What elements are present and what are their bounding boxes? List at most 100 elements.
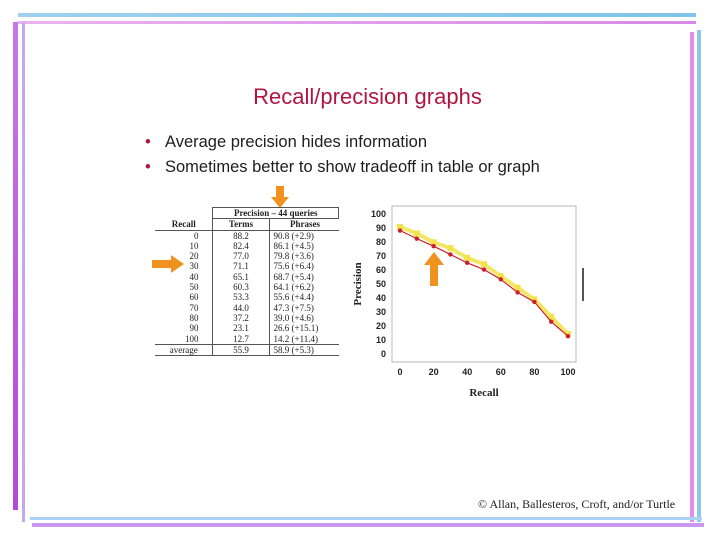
cell-recall: 40 [189, 271, 199, 282]
data-point [465, 260, 470, 266]
y-tick-label: 30 [376, 307, 386, 317]
table-right-arrow-icon [152, 255, 184, 273]
table-corner [155, 208, 213, 219]
y-tick-label: 40 [376, 293, 386, 303]
table-row: 80 37.2 39.0 (+4.6) [155, 312, 339, 324]
x-tick-label: 20 [429, 367, 439, 377]
table-row: 90 23.1 26.6 (+15.1) [155, 323, 339, 334]
cell-recall: 60 [189, 292, 199, 303]
y-tick-label: 60 [376, 265, 386, 275]
series-line [399, 229, 569, 337]
bullet-text: Sometimes better to show tradeoff in tab… [165, 158, 540, 176]
y-tick-label: 80 [376, 237, 386, 247]
average-label: average [155, 343, 213, 357]
cell-recall: 50 [189, 282, 199, 293]
data-point [531, 296, 538, 303]
table-row: 10 82.4 86.1 (+4.5) [155, 240, 339, 252]
cell-terms: 71.1 [212, 261, 269, 272]
cell-phrases: 68.7 (+5.4) [268, 271, 339, 283]
data-point [532, 299, 537, 305]
cell-phrases: 90.8 (+2.9) [268, 230, 339, 241]
bullet-list: • Average precision hides information • So… [145, 133, 540, 183]
y-tick-label: 100 [371, 209, 386, 219]
average-terms: 55.9 [212, 343, 269, 357]
cell-terms: 65.1 [212, 271, 269, 283]
table-row: 40 65.1 68.7 (+5.4) [155, 271, 339, 283]
y-tick-label: 90 [376, 223, 386, 233]
y-tick-label: 20 [376, 321, 386, 331]
cell-terms: 53.3 [212, 292, 269, 303]
right-decor-bar-pink [690, 32, 694, 522]
cell-terms: 12.7 [212, 333, 269, 345]
right-decor-bar-blue [697, 30, 701, 522]
y-tick-label: 10 [376, 335, 386, 345]
cell-phrases: 64.1 (+6.2) [268, 282, 339, 293]
bullet-dot-icon: • [145, 133, 151, 151]
data-point [397, 228, 403, 233]
table-row: 70 44.0 47.3 (+7.5) [155, 302, 339, 313]
data-point [447, 245, 454, 252]
bullet-text: Average precision hides information [165, 133, 428, 151]
cell-terms: 44.0 [212, 302, 269, 313]
cell-phrases: 47.3 (+7.5) [268, 302, 339, 313]
data-point [548, 313, 555, 320]
cell-recall: 100 [184, 333, 199, 344]
cell-recall: 20 [189, 251, 199, 262]
cell-terms: 88.2 [212, 230, 269, 241]
cell-phrases: 39.0 (+4.6) [268, 312, 339, 324]
col-header-phrases: Phrases [268, 218, 339, 231]
x-tick-label: 80 [529, 367, 539, 377]
cell-recall: 90 [189, 323, 199, 334]
cell-recall: 0 [193, 230, 199, 241]
data-point [549, 319, 554, 324]
data-point [498, 277, 503, 282]
data-point [414, 236, 419, 241]
data-point [497, 273, 504, 280]
table-row: 0 88.2 90.8 (+2.9) [155, 230, 339, 241]
data-point [464, 254, 471, 261]
plot-frame [391, 205, 577, 363]
top-decor-bar-pink [18, 21, 696, 24]
cell-phrases: 26.6 (+15.1) [268, 323, 339, 334]
data-point [448, 252, 453, 257]
table-group-header: Precision – 44 queries [212, 206, 339, 220]
cell-phrases: 79.8 (+3.6) [268, 251, 339, 262]
bullet-item: • Average precision hides information [145, 133, 540, 158]
left-decor-bar-lilac [22, 22, 25, 522]
bottom-decor-bar-purple [32, 523, 704, 527]
col-header-terms: Terms [212, 218, 269, 231]
cell-recall: 10 [189, 240, 199, 251]
vertical-rule [582, 268, 584, 301]
cell-phrases: 55.6 (+4.4) [268, 292, 339, 303]
bullet-item: • Sometimes better to show tradeoff in ta… [145, 158, 540, 183]
recall-precision-chart: 0 10 20 30 40 50 60 70 80 90 100 0 20 40 60 80 100 Recall… [352, 205, 577, 399]
cell-terms: 82.4 [212, 240, 269, 252]
data-point [481, 261, 487, 268]
data-point [413, 230, 420, 237]
y-tick-label: 0 [381, 349, 386, 359]
cell-phrases: 86.1 (+4.5) [268, 240, 339, 252]
slide-title: Recall/precision graphs [253, 84, 482, 109]
x-tick-label: 0 [397, 367, 402, 377]
x-tick-label: 40 [462, 367, 472, 377]
cell-phrases: 75.6 (+6.4) [268, 261, 339, 272]
cell-terms: 60.3 [212, 282, 269, 293]
data-point [565, 334, 571, 339]
x-axis-label: Recall [469, 387, 498, 399]
data-point [397, 223, 403, 230]
data-point [514, 284, 521, 291]
data-point [515, 290, 520, 295]
y-tick-label: 50 [376, 279, 386, 289]
table-row: 60 53.3 55.6 (+4.4) [155, 292, 339, 303]
credit-text: © Allan, Ballesteros, Croft, and/or Turt… [478, 497, 676, 511]
left-decor-bar-magenta [13, 22, 18, 510]
cell-terms: 23.1 [212, 323, 269, 334]
table-row: 20 77.0 79.8 (+3.6) [155, 251, 339, 262]
cell-terms: 37.2 [212, 312, 269, 324]
data-point [431, 244, 436, 249]
cell-phrases: 14.2 (+11.4) [268, 333, 339, 345]
y-tick-label: 70 [376, 251, 386, 261]
bullet-dot-icon: • [145, 158, 151, 176]
cell-terms: 77.0 [212, 251, 269, 262]
